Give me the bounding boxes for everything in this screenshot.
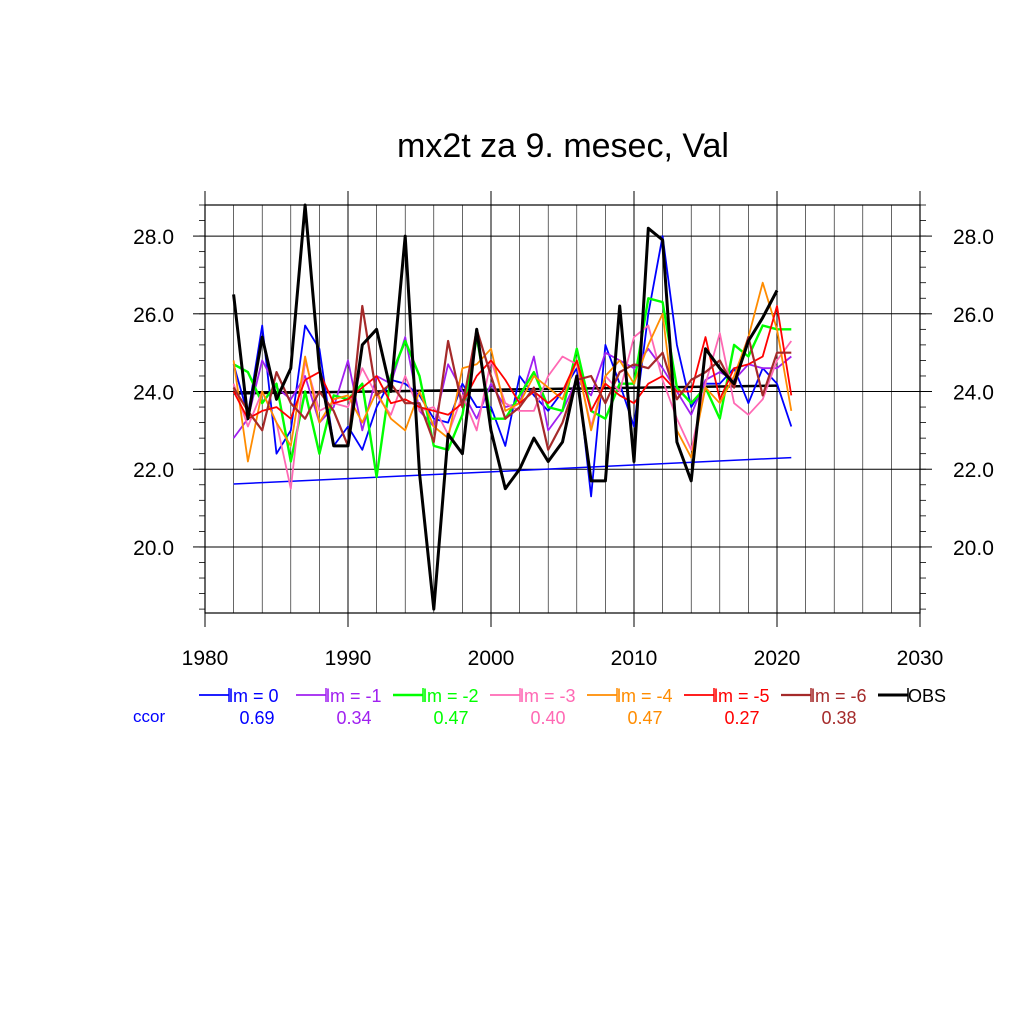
series-line-4 <box>232 281 793 463</box>
y-tick-label-right: 28.0 <box>953 226 994 249</box>
legend-label: lm = -6 <box>811 686 867 706</box>
legend: lm = 0 lm = -1 lm = -2 lm = -3 lm = -4 lm = -… <box>133 686 946 728</box>
ccor-value: 0.34 <box>336 708 371 728</box>
y-tick-label-right: 20.0 <box>953 537 994 560</box>
legend-label: lm = -2 <box>423 686 479 706</box>
x-tick-label: 1980 <box>182 647 229 670</box>
y-tick-label-left: 22.0 <box>133 459 174 482</box>
ccor-value: 0.69 <box>239 708 274 728</box>
x-tick-label: 2020 <box>754 647 801 670</box>
x-tick-label: 2000 <box>468 647 515 670</box>
ccor-value: 0.27 <box>724 708 759 728</box>
plot-frame <box>204 204 921 614</box>
trend-line <box>233 456 792 485</box>
y-tick-label-left: 28.0 <box>133 226 174 249</box>
series-lines <box>232 203 793 611</box>
legend-label: lm = -1 <box>326 686 382 706</box>
ccor-value: 0.38 <box>821 708 856 728</box>
chart-title: mx2t za 9. mesec, Val <box>397 127 729 165</box>
y-tick-label-left: 24.0 <box>133 382 174 405</box>
legend-label: lm = -4 <box>617 686 673 706</box>
ccor-label: ccor <box>133 707 165 726</box>
legend-label: lm = 0 <box>229 686 279 706</box>
legend-label: OBS <box>908 686 946 706</box>
trend-line <box>233 384 778 395</box>
grid <box>204 205 921 613</box>
series-line-0 <box>232 235 793 498</box>
y-tick-label-right: 24.0 <box>953 382 994 405</box>
y-tick-label-right: 26.0 <box>953 304 994 327</box>
series-line-7 <box>232 203 779 611</box>
y-tick-label-right: 22.0 <box>953 459 994 482</box>
x-tick-label: 2010 <box>611 647 658 670</box>
legend-label: lm = -5 <box>714 686 770 706</box>
axis-ticks: 1980 1990 2000 2010 2020 2030 20.0 20.0 22.0 22.0… <box>133 191 994 670</box>
legend-label: lm = -3 <box>520 686 576 706</box>
x-tick-label: 2030 <box>897 647 944 670</box>
ccor-value: 0.40 <box>530 708 565 728</box>
ccor-value: 0.47 <box>433 708 468 728</box>
x-tick-label: 1990 <box>325 647 372 670</box>
series-line-5 <box>232 305 793 420</box>
y-tick-label-left: 20.0 <box>133 537 174 560</box>
ccor-value: 0.47 <box>627 708 662 728</box>
y-tick-label-left: 26.0 <box>133 304 174 327</box>
